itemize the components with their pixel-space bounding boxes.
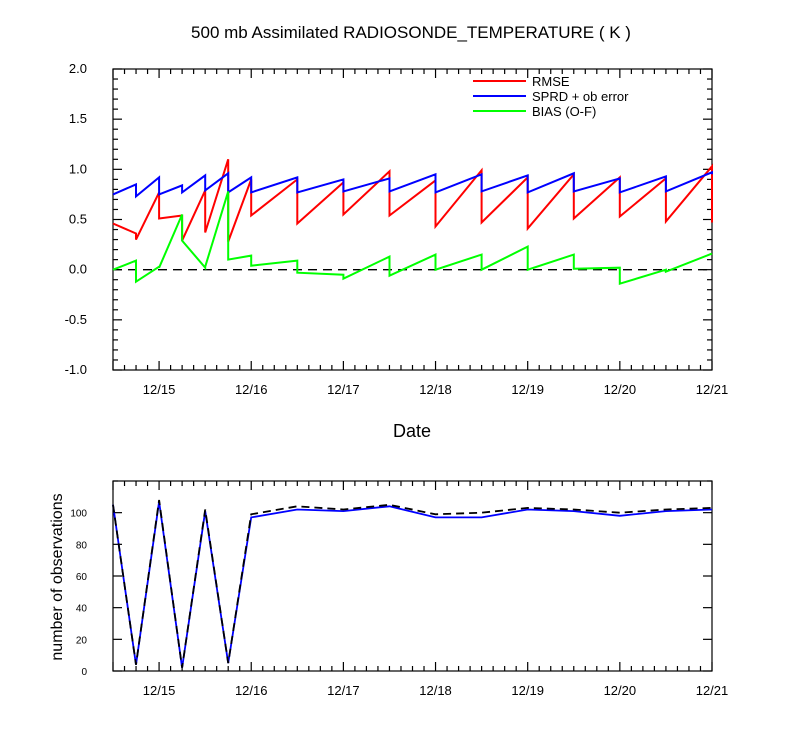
bottom-chart: 12/15 12/16 12/17 12/18 12/19 12/20 12/21 0 20 40…	[49, 480, 729, 698]
x-tick-label: 12/17	[327, 382, 360, 397]
y-tick-label: 80	[76, 540, 88, 551]
y-tick-label: 100	[70, 509, 87, 520]
y-tick-label: 1.5	[69, 111, 87, 126]
x-tick-label: 12/20	[604, 683, 637, 698]
series-line-1	[112, 159, 713, 242]
x-tick-label: 12/16	[235, 683, 268, 698]
obs-series-line-2	[112, 499, 713, 668]
top-chart-ticks: 12/15 12/16 12/17 12/18 12/19 12/20 12/21 -1.0 -…	[65, 61, 729, 397]
x-tick-label: 12/16	[235, 382, 268, 397]
y-tick-label: 20	[76, 635, 88, 646]
series-line-3	[112, 191, 713, 286]
x-tick-label: 12/18	[419, 382, 452, 397]
top-chart-title: 500 mb Assimilated RADIOSONDE_TEMPERATUR…	[191, 23, 631, 42]
top-chart-x-axis-label: Date	[393, 421, 431, 441]
y-tick-label: 40	[76, 604, 88, 615]
legend-label-2: SPRD + ob error	[532, 89, 629, 104]
y-tick-label: 2.0	[69, 61, 87, 76]
bottom-chart-y-axis-label: number of observations	[49, 493, 66, 660]
x-tick-label: 12/21	[696, 683, 729, 698]
y-tick-label: -0.5	[65, 312, 87, 327]
x-tick-label: 12/19	[511, 382, 544, 397]
y-tick-label: 0.0	[69, 262, 87, 277]
legend-label-3: BIAS (O-F)	[532, 104, 596, 119]
x-tick-label: 12/21	[696, 382, 729, 397]
top-chart-series	[112, 159, 713, 286]
x-tick-label: 12/18	[419, 683, 452, 698]
y-tick-label: 60	[76, 572, 88, 583]
x-tick-label: 12/19	[511, 683, 544, 698]
top-chart-frame	[112, 68, 713, 371]
x-tick-label: 12/15	[143, 382, 176, 397]
bottom-chart-series	[112, 499, 713, 668]
legend-label-1: RMSE	[532, 74, 570, 89]
bottom-chart-ticks: 12/15 12/16 12/17 12/18 12/19 12/20 12/21 0 20 40…	[70, 480, 729, 698]
top-chart: 500 mb Assimilated RADIOSONDE_TEMPERATUR…	[65, 23, 729, 441]
x-tick-label: 12/15	[143, 683, 176, 698]
obs-series-line-1	[112, 501, 713, 668]
x-tick-label: 12/17	[327, 683, 360, 698]
series-line-2	[112, 170, 713, 199]
y-tick-label: 1.0	[69, 161, 87, 176]
x-tick-label: 12/20	[604, 382, 637, 397]
y-tick-label: -1.0	[65, 362, 87, 377]
y-tick-label: 0.5	[69, 212, 87, 227]
y-tick-label: 0	[81, 667, 87, 678]
